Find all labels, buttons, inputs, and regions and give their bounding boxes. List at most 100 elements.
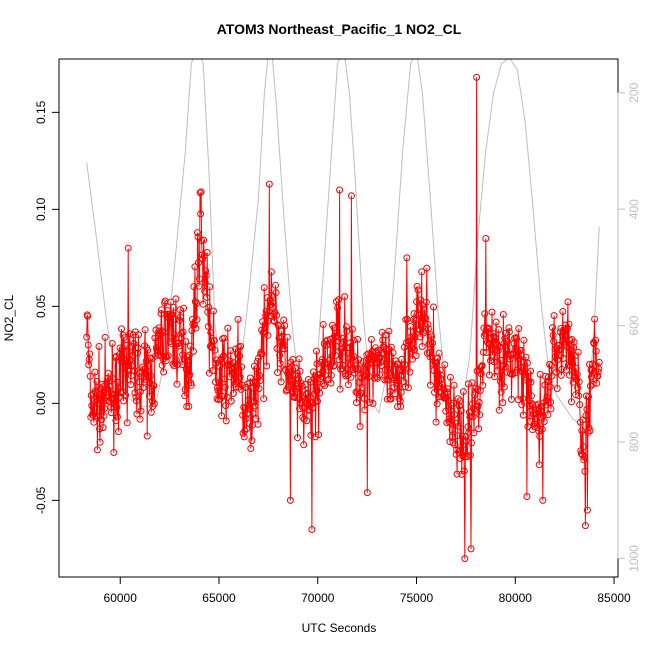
y2-tick-label: 600 [627,315,641,335]
no2-point [479,348,487,356]
no2-point [211,346,219,354]
no2-point [494,347,502,354]
no2-point [393,376,401,384]
no2-point [452,450,460,458]
no2-point [431,388,438,396]
no2-point [385,327,393,335]
no2-point [329,334,337,342]
no2-point [383,395,391,403]
no2-point [569,360,577,368]
no2-point [547,405,555,413]
no2-point [552,368,560,376]
no2-point [169,303,177,311]
no2-point [361,406,369,414]
no2-point [248,437,256,445]
no2-point [238,363,246,371]
no2-point [467,545,475,553]
no2-point [186,342,194,350]
no2-point [589,380,597,388]
no2-point [546,383,554,391]
no2-point [221,383,229,391]
no2-point [86,350,94,358]
no2-point [529,401,537,409]
no2-point [406,323,414,330]
no2-point [544,411,552,419]
no2-point [222,417,230,425]
no2-point [422,298,430,306]
no2-point [258,350,266,358]
no2-point [89,411,97,419]
no2-point [159,327,167,335]
no2-point [461,555,469,563]
no2-point [500,383,508,391]
no2-point [209,307,217,315]
no2-point [356,423,364,430]
no2-point [503,337,511,345]
no2-point [132,397,140,405]
no2-point [583,506,591,514]
x-axis: 60000 65000 70000 75000 80000 85000 [104,576,631,605]
no2-point [501,329,509,337]
no2-point [515,325,523,333]
no2-point [514,396,522,404]
no2-point [118,325,125,333]
no2-point [182,338,190,345]
no2-point [220,334,228,342]
y2-tick-label: 800 [627,432,641,452]
no2-point [179,328,187,336]
no2-point [466,451,474,459]
no2-point [590,340,598,348]
no2-point [214,387,222,395]
no2-point [339,361,347,369]
no2-point [102,389,110,396]
no2-point [432,418,440,426]
no2-point [475,398,483,406]
no2-point [288,362,296,370]
no2-point [170,362,178,370]
no2-point [336,186,344,194]
no2-point [435,349,443,357]
no2-point [550,312,558,320]
no2-point [437,371,445,379]
no2-point [99,424,107,432]
no2-point [303,417,311,425]
x-tick-label: 65000 [202,591,236,605]
no2-point [498,362,506,370]
no2-point [144,362,152,370]
no2-point [144,346,152,354]
no2-point [84,341,92,349]
no2-point [226,357,234,365]
no2-point [197,210,205,218]
no2-point [292,364,299,372]
no2-point [327,379,335,387]
x-axis-label: UTC Seconds [302,621,377,635]
no2-point [332,342,340,350]
no2-point [193,299,200,307]
no2-point [484,324,492,332]
no2-point [311,390,318,398]
no2-point [196,275,203,283]
no2-point [332,352,339,359]
no2-point [276,360,284,367]
no2-point [272,281,279,289]
no2-point [497,388,505,396]
no2-point [538,425,546,433]
no2-point [107,409,115,417]
no2-point [592,347,600,355]
x-tick-label: 75000 [400,591,434,605]
no2-point [463,452,471,460]
no2-point [339,334,347,342]
no2-point [490,358,498,366]
no2-point [310,375,318,383]
no2-point [499,311,507,318]
no2-point [399,364,407,372]
no2-point [308,404,316,412]
no2-point [405,338,413,346]
no2-point [316,389,324,397]
no2-point [272,289,280,297]
no2-point [263,362,271,370]
no2-point [418,268,426,276]
no2-point [150,382,158,390]
no2-point [215,379,223,387]
no2-point [354,335,362,343]
